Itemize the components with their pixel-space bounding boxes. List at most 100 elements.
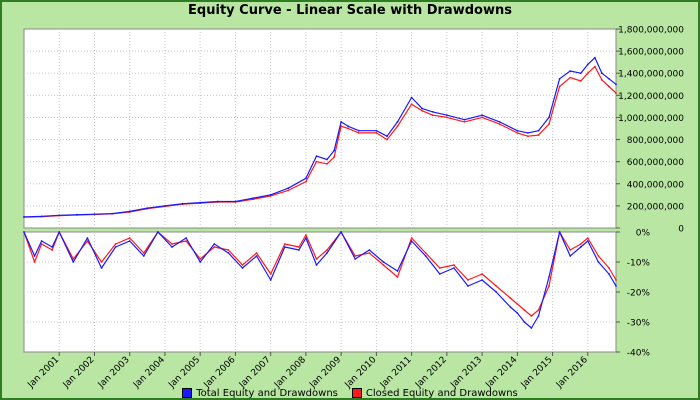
drawdown-point-total-35 bbox=[481, 279, 483, 281]
drawdown-ytick-label-3: -30% bbox=[627, 319, 651, 329]
equity-point-total-42 bbox=[601, 72, 603, 75]
equity-point-total-12 bbox=[234, 200, 237, 203]
drawdown-point-total-33 bbox=[453, 267, 455, 269]
drawdown-point-closed-14 bbox=[199, 258, 202, 260]
equity-point-total-27 bbox=[421, 107, 424, 110]
equity-point-closed-25 bbox=[396, 125, 399, 128]
equity-point-closed-43 bbox=[608, 85, 610, 88]
equity-point-closed-15 bbox=[287, 189, 290, 192]
drawdown-point-closed-49 bbox=[615, 279, 617, 281]
drawdown-point-total-7 bbox=[100, 267, 103, 269]
drawdown-point-closed-19 bbox=[269, 273, 272, 275]
drawdown-point-total-26 bbox=[354, 258, 357, 260]
drawdown-point-total-6 bbox=[86, 237, 89, 239]
drawdown-point-total-12 bbox=[171, 246, 173, 248]
equity-point-closed-24 bbox=[386, 138, 388, 141]
drawdown-point-closed-48 bbox=[608, 267, 610, 269]
equity-ytick-label-6: 1,200,000,000 bbox=[618, 92, 684, 102]
equity-point-closed-33 bbox=[516, 132, 519, 134]
drawdown-point-total-49 bbox=[615, 285, 617, 287]
drawdown-point-closed-12 bbox=[171, 243, 173, 245]
drawdown-point-total-36 bbox=[495, 291, 498, 293]
drawdown-point-total-40 bbox=[530, 327, 533, 329]
equity-ytick-label-8: 1,600,000,000 bbox=[618, 48, 684, 58]
drawdown-ytick-label-0: 0% bbox=[636, 229, 651, 239]
drawdown-point-closed-13 bbox=[185, 240, 188, 242]
equity-point-closed-42 bbox=[601, 79, 603, 81]
drawdown-point-closed-37 bbox=[509, 297, 512, 299]
equity-point-total-14 bbox=[269, 193, 272, 196]
drawdown-point-closed-32 bbox=[438, 267, 441, 269]
equity-point-total-34 bbox=[527, 132, 529, 134]
drawdown-point-total-41 bbox=[537, 315, 540, 317]
equity-point-closed-18 bbox=[326, 163, 328, 165]
equity-point-total-17 bbox=[315, 155, 318, 158]
equity-plot-area bbox=[23, 28, 617, 229]
equity-point-total-37 bbox=[558, 77, 561, 80]
equity-ytick-label-5: 1,000,000,000 bbox=[618, 114, 684, 124]
equity-ytick-label-3: 600,000,000 bbox=[627, 158, 685, 168]
drawdown-point-closed-20 bbox=[283, 243, 286, 245]
drawdown-point-total-25 bbox=[340, 231, 342, 233]
drawdown-point-total-11 bbox=[157, 231, 159, 233]
drawdown-point-closed-45 bbox=[579, 243, 582, 245]
drawdown-point-closed-38 bbox=[516, 303, 519, 305]
equity-point-total-15 bbox=[287, 187, 290, 190]
legend: Total Equity and Drawdowns Closed Equity… bbox=[2, 386, 698, 399]
equity-point-closed-35 bbox=[537, 134, 540, 137]
drawdown-point-closed-26 bbox=[354, 255, 357, 257]
legend-label-closed: Closed Equity and Drawdowns bbox=[365, 387, 518, 399]
equity-point-closed-44 bbox=[615, 92, 617, 94]
drawdown-point-closed-47 bbox=[597, 255, 600, 257]
drawdown-point-total-13 bbox=[185, 237, 188, 239]
drawdown-point-total-21 bbox=[298, 249, 300, 251]
equity-point-total-40 bbox=[586, 63, 589, 66]
drawdown-point-closed-36 bbox=[495, 285, 498, 287]
drawdown-point-total-38 bbox=[516, 312, 519, 314]
equity-point-closed-27 bbox=[421, 109, 424, 112]
drawdown-ytick-label-1: -10% bbox=[627, 259, 651, 269]
equity-point-closed-38 bbox=[569, 76, 572, 79]
drawdown-point-closed-8 bbox=[114, 243, 117, 245]
equity-point-total-24 bbox=[386, 135, 388, 138]
equity-ytick-label-4: 800,000,000 bbox=[627, 136, 685, 146]
drawdown-point-total-45 bbox=[579, 246, 582, 248]
equity-point-total-31 bbox=[481, 114, 483, 117]
drawdown-point-total-10 bbox=[142, 255, 145, 257]
drawdown-point-closed-10 bbox=[142, 252, 145, 254]
drawdown-point-closed-2 bbox=[40, 243, 43, 245]
drawdown-point-closed-29 bbox=[396, 276, 399, 278]
drawdown-point-total-8 bbox=[114, 246, 117, 248]
equity-point-total-10 bbox=[199, 201, 202, 204]
equity-point-total-8 bbox=[164, 205, 166, 207]
drawdown-point-closed-35 bbox=[481, 273, 483, 275]
equity-point-closed-34 bbox=[527, 135, 529, 138]
equity-ytick-label-1: 200,000,000 bbox=[627, 202, 685, 212]
equity-point-total-44 bbox=[615, 83, 617, 86]
drawdown-point-closed-34 bbox=[467, 279, 469, 281]
equity-point-closed-36 bbox=[548, 123, 550, 125]
drawdown-point-total-30 bbox=[410, 240, 413, 242]
equity-point-total-16 bbox=[305, 177, 307, 180]
drawdown-ytick-label-4: -40% bbox=[627, 349, 651, 359]
equity-ytick-label-9: 1,800,000,000 bbox=[618, 26, 684, 36]
equity-point-total-32 bbox=[498, 121, 501, 123]
equity-point-total-43 bbox=[608, 77, 610, 80]
drawdown-point-closed-30 bbox=[410, 237, 413, 239]
chart-title: Equity Curve - Linear Scale with Drawdow… bbox=[188, 3, 512, 18]
drawdown-point-total-5 bbox=[72, 261, 75, 263]
equity-ytick-label-0: 0 bbox=[678, 225, 684, 235]
equity-point-total-39 bbox=[579, 72, 582, 75]
drawdown-point-closed-9 bbox=[128, 237, 131, 239]
drawdown-point-total-37 bbox=[509, 306, 512, 308]
equity-point-total-13 bbox=[252, 197, 254, 200]
equity-point-closed-31 bbox=[481, 116, 483, 119]
drawdown-point-total-20 bbox=[283, 246, 286, 248]
drawdown-point-total-19 bbox=[269, 279, 272, 281]
equity-point-total-23 bbox=[375, 129, 378, 132]
equity-point-total-3 bbox=[76, 213, 78, 216]
legend-label-total: Total Equity and Drawdowns bbox=[196, 387, 338, 399]
equity-point-total-33 bbox=[516, 129, 519, 132]
equity-point-total-18 bbox=[326, 158, 328, 161]
legend-swatch-total bbox=[182, 388, 193, 398]
